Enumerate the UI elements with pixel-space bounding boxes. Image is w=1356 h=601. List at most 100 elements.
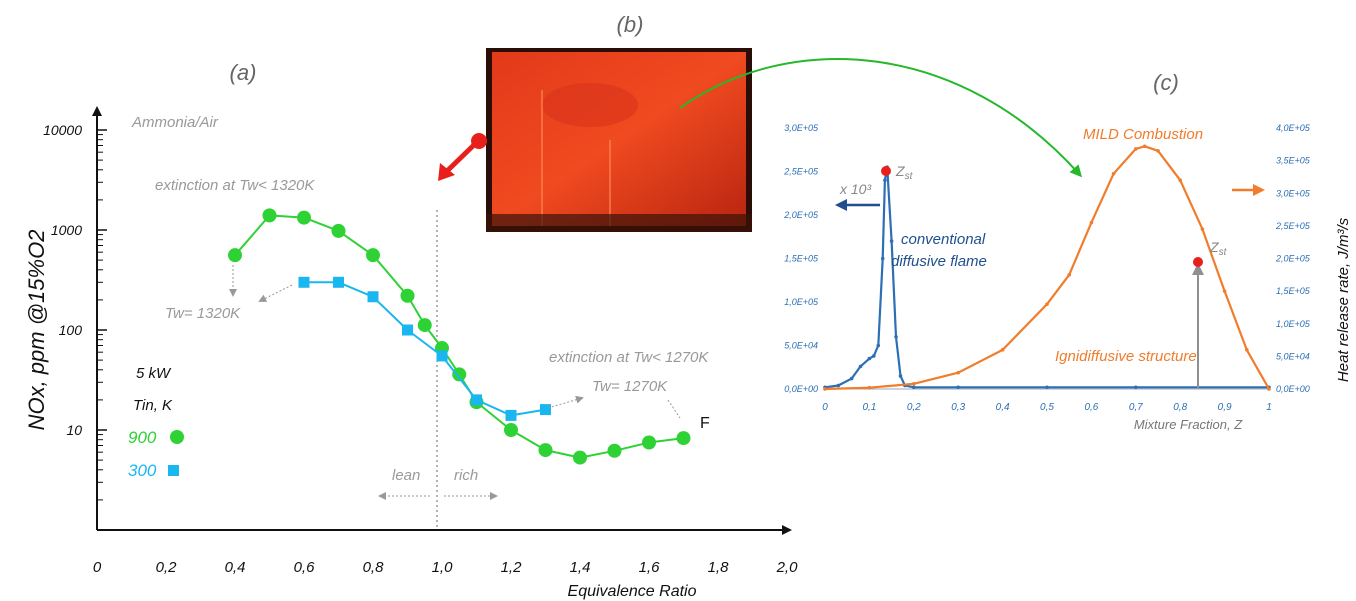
chart-c-x-tick-label: 0,9: [1218, 402, 1232, 413]
chart-c-series-mild-point: [1222, 289, 1227, 293]
chart-a-x-tick-label: 1,2: [501, 559, 523, 576]
series-900-point: [607, 443, 622, 458]
chart-c-series-mild-point: [823, 387, 827, 391]
chart-a-x-tick-label: 1,0: [432, 559, 454, 576]
chart-c-y-left-tick-label: 5,0E+04: [784, 341, 818, 351]
series-900-point: [452, 367, 467, 382]
series-900-point: [504, 423, 518, 437]
photo-pointer-arrow: [442, 141, 478, 176]
chart-c-y-right-tick-label: 1,5E+05: [1276, 286, 1311, 296]
series-300-point: [367, 291, 379, 303]
chart-c-series-mild-point: [1200, 227, 1205, 231]
chart-c-y-right-tick-label: 0,0E+00: [1276, 384, 1310, 394]
chart-c-series-mild-point: [1111, 171, 1116, 176]
chart-a-y-tick-label: 100: [59, 322, 83, 338]
chart-c-x-tick-label: 0,1: [862, 402, 876, 413]
tw-rich-arrow-1: [547, 395, 584, 409]
conventional-label-2: diffusive flame: [891, 253, 987, 270]
series-300-point: [298, 276, 310, 288]
chart-c-series-conventional-point: [836, 383, 841, 388]
chart-a-minor-ticks: [97, 134, 103, 501]
chart-c-y-right-tick-label: 5,0E+04: [1276, 351, 1310, 361]
series-900-point: [538, 443, 553, 458]
flame-photo: [486, 48, 752, 232]
legend-900-label: 900: [128, 428, 157, 447]
chart-a-x-tick-label: 1,6: [639, 559, 661, 576]
chart-a: 10000 1000 100 10 0 0,2 0,4 0,6 0,8 1,0 1,2 1,4 1,6…: [24, 106, 798, 600]
chart-c-y-right-tick-label: 4,0E+05: [1276, 123, 1311, 133]
zst-point-1: [881, 166, 891, 176]
chart-c-series-conventional-point: [1045, 385, 1049, 390]
chart-c-y-left-tick-label: 1,0E+05: [784, 297, 819, 307]
mild-label: MILD Combustion: [1083, 126, 1203, 143]
chart-c-series-conventional-point: [883, 178, 887, 182]
series-900-point: [417, 318, 432, 333]
rich-label: rich: [454, 467, 478, 484]
chart-c-series-conventional-point: [876, 343, 881, 348]
chart-a-y-tick-label: 10000: [43, 122, 82, 138]
chart-c-series-mild-point: [1178, 178, 1182, 182]
tw-rich-annotation: Tw= 1270K: [592, 378, 668, 395]
chart-c-series-mild-point: [1142, 144, 1147, 149]
photo-pointer-dot: [471, 133, 487, 149]
chart-c-x-tick-label: 0,6: [1084, 402, 1098, 413]
fuel-annotation: Ammonia/Air: [131, 114, 219, 131]
panel-a-label: (a): [230, 60, 257, 85]
chart-c-series-conventional-point: [867, 356, 872, 361]
chart-c-x-tick-label: 0,4: [996, 402, 1010, 413]
chart-c-series-mild-point: [1089, 220, 1094, 225]
chart-c-y-left-tick-label: 2,0E+05: [783, 210, 819, 220]
series-900-point: [297, 210, 311, 225]
series-300-point: [436, 350, 448, 362]
chart-c-y-right-tick-label: 1,0E+05: [1276, 319, 1311, 329]
chart-c-series-mild-point: [1245, 348, 1249, 352]
chart-c-x-tick-label: 0,7: [1129, 402, 1143, 413]
legend-subtitle: Tin, K: [133, 397, 173, 414]
tw-rich-arrow-2: [667, 399, 681, 419]
chart-c-series-mild-point: [1134, 147, 1138, 151]
extinction-lean-annotation: extinction at Tw< 1320K: [155, 177, 315, 194]
chart-a-x-tick-label: 0: [93, 559, 102, 576]
series-900-point: [228, 248, 242, 263]
chart-c-series-conventional-point: [912, 385, 916, 390]
chart-a-x-tick-label: 0,4: [225, 559, 246, 576]
chart-a-x-tick-label: 1,8: [708, 559, 730, 576]
chart-c-y-left-tick-label: 1,5E+05: [784, 254, 819, 264]
chart-a-x-tick-label: 1,4: [570, 559, 591, 576]
chart-c-y-left-ticks: 0,0E+00 5,0E+04 1,0E+05 1,5E+05 2,0E+05 2,5E+…: [783, 123, 819, 394]
connector-arrow: [679, 58, 1082, 178]
ignidiffusive-label: Ignidiffusive structure: [1055, 348, 1197, 365]
chart-c-series-mild-point: [1000, 348, 1005, 352]
chart-c-series-conventional-point: [849, 376, 854, 381]
chart-c-series-conventional-point: [898, 374, 903, 378]
series-900-line: [234, 214, 684, 459]
chart-c-series-conventional-line: [824, 166, 1269, 389]
chart-c-series-mild-point: [956, 370, 960, 375]
chart-c-y-right-ticks: 0,0E+00 5,0E+04 1,0E+05 1,5E+05 2,0E+05 2,5E+…: [1275, 123, 1311, 394]
chart-c-series-conventional-point: [880, 256, 885, 261]
series-900-point: [573, 450, 587, 465]
series-300-point: [402, 324, 413, 336]
chart-c-series-mild-point: [867, 385, 872, 390]
x-scale-label: x 10³: [839, 181, 871, 197]
chart-c: 0,0E+00 5,0E+04 1,0E+05 1,5E+05 2,0E+05 2,5E+…: [783, 123, 1352, 432]
chart-a-x-tick-label: 0,8: [363, 559, 385, 576]
series-300-line: [304, 281, 546, 417]
series-900-point: [400, 288, 415, 303]
photo-pointer-arrowhead: [438, 163, 455, 181]
extinction-rich-annotation: extinction at Tw< 1270K: [549, 349, 709, 366]
legend-900-marker: [170, 430, 184, 444]
chart-c-xlabel: Mixture Fraction, Z: [1134, 417, 1243, 432]
chart-c-series-conventional-point: [894, 335, 898, 339]
panel-b-label: (b): [617, 12, 644, 37]
chart-c-series-conventional-point: [872, 354, 876, 358]
chart-c-y-left-tick-label: 0,0E+00: [784, 384, 818, 394]
series-900-point: [262, 208, 277, 223]
chart-c-x-tick-label: 0,3: [951, 402, 965, 413]
chart-a-x-tick-label: 0,2: [156, 559, 178, 576]
series-900-point: [642, 435, 656, 450]
chart-c-series-conventional-point: [956, 385, 960, 390]
chart-a-y-tick-label: 1000: [51, 222, 82, 238]
chart-c-x-ticks: 0 0,1 0,2 0,3 0,4 0,5 0,6 0,7 0,8 0,9 1: [822, 402, 1272, 413]
